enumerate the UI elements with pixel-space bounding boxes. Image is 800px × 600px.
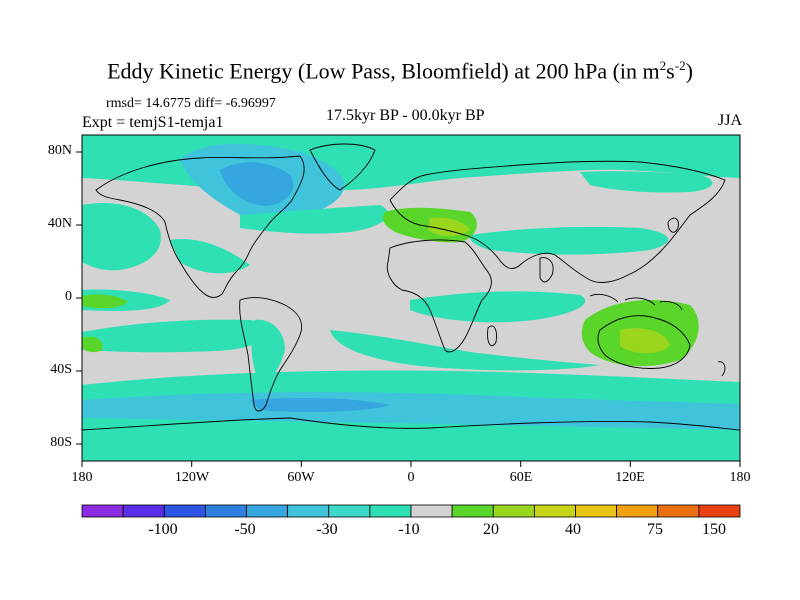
anomaly-region [240, 205, 389, 234]
period-label: 17.5kyr BP - 00.0kyr BP [326, 107, 485, 124]
colorbar-label: -50 [234, 521, 256, 538]
colorbar-swatch [657, 504, 700, 518]
anomaly-region [428, 217, 470, 236]
colorbar-label: -10 [398, 521, 420, 538]
lon-label: 0 [407, 470, 415, 485]
coastlines [82, 143, 740, 431]
anomaly-region [82, 336, 103, 353]
colorbar-label: -100 [148, 521, 178, 538]
anomaly-region [410, 291, 586, 323]
lat-label: 40S [50, 362, 72, 377]
colorbar-swatch [81, 504, 124, 518]
lon-label: 180 [71, 470, 93, 485]
colorbar-swatch [698, 504, 741, 518]
colorbar-label: 75 [647, 521, 663, 538]
season-label: JJA [717, 112, 742, 129]
anomaly-region [220, 162, 294, 206]
colorbar-swatch [369, 504, 412, 518]
lon-label: 60E [509, 470, 533, 485]
colorbar-swatch [122, 504, 165, 518]
colorbar-label: 20 [483, 521, 499, 538]
colorbar-swatch [328, 504, 371, 518]
colorbar-swatch [492, 504, 535, 518]
colorbar-swatch [287, 504, 330, 518]
anomaly-region [250, 397, 390, 413]
colorbar-swatch [533, 504, 576, 518]
anomaly-region [82, 202, 161, 271]
experiment-label: Expt = temjS1-temja1 [82, 114, 224, 131]
map-title: Eddy Kinetic Energy (Low Pass, Bloomfiel… [107, 58, 693, 84]
colorbar-label: 150 [702, 521, 726, 538]
lat-label: 40N [47, 216, 72, 231]
stats-text: rmsd= 14.6775 diff= -6.96997 [106, 96, 276, 111]
lon-label: 120W [174, 470, 210, 485]
colorbar-swatch [451, 504, 494, 518]
colorbar-label: -30 [316, 521, 338, 538]
colorbar-swatch [246, 504, 289, 518]
anomaly-region [82, 392, 740, 430]
colorbar-swatch [163, 504, 206, 518]
anomaly-region [82, 319, 272, 353]
lon-label: 180 [729, 470, 751, 485]
colorbar-label: 40 [565, 521, 581, 538]
anomaly-region [580, 171, 713, 193]
lon-label: 60W [287, 470, 315, 485]
anomaly-region [330, 330, 600, 371]
colorbar [81, 504, 741, 518]
anomaly-region [469, 226, 669, 255]
colorbar-swatch [616, 504, 659, 518]
anomaly-region [620, 328, 670, 354]
anomaly-region [170, 239, 250, 274]
lat-label: 80S [50, 435, 72, 450]
lat-label: 80N [47, 143, 72, 158]
lat-label: 0 [65, 289, 72, 304]
anomaly-region [82, 294, 128, 309]
anomaly-region [251, 319, 285, 381]
axis-ticks [76, 151, 741, 467]
colorbar-swatch [410, 504, 453, 518]
colorbar-swatch [575, 504, 618, 518]
anomaly-region [82, 440, 740, 461]
colorbar-swatch [204, 504, 247, 518]
lon-label: 120E [615, 470, 645, 485]
